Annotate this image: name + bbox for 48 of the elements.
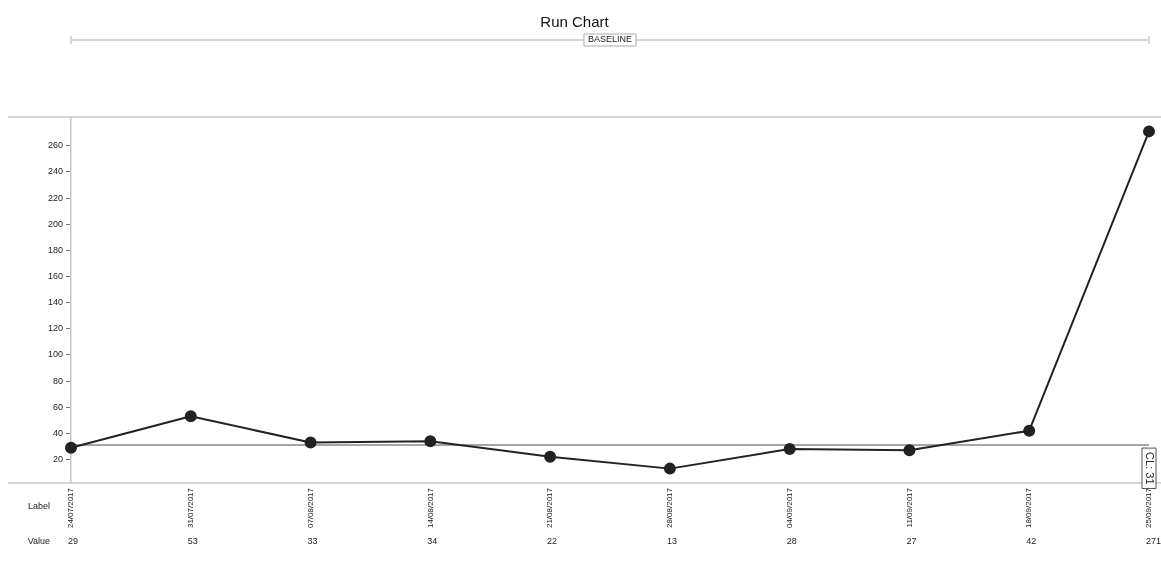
point bbox=[65, 441, 77, 454]
x-tick-label: 28/08/2017 bbox=[665, 487, 675, 529]
data-label: 271 bbox=[1146, 536, 1161, 547]
x-tick-label: 04/09/2017 bbox=[784, 487, 794, 529]
y-tick-label: 160 bbox=[47, 270, 63, 281]
x-tick-label: 24/07/2017 bbox=[66, 487, 76, 529]
point bbox=[663, 462, 676, 475]
ref-line-label: CL: 31 bbox=[1143, 452, 1156, 485]
x-tick-label: 11/09/2017 bbox=[904, 487, 914, 528]
y-tick-label: 40 bbox=[52, 427, 63, 438]
y-tick-label: 260 bbox=[47, 140, 63, 151]
point bbox=[424, 435, 437, 448]
data-label: 34 bbox=[427, 536, 438, 547]
data-label: 53 bbox=[187, 536, 198, 547]
data-label: 28 bbox=[786, 536, 797, 547]
y-tick-label: 80 bbox=[52, 375, 63, 386]
point bbox=[304, 436, 317, 449]
point bbox=[184, 410, 197, 423]
data-label: 29 bbox=[68, 536, 79, 547]
y-tick-label: 120 bbox=[47, 323, 63, 334]
point bbox=[1023, 424, 1036, 437]
data-label: 27 bbox=[906, 536, 917, 547]
data-label: 22 bbox=[547, 536, 558, 547]
y-tick-label: 200 bbox=[47, 218, 63, 229]
x-tick-label: 14/08/2017 bbox=[425, 487, 435, 529]
x-tick-label: 31/07/2017 bbox=[185, 487, 195, 529]
point bbox=[544, 450, 557, 463]
y-tick-label: 140 bbox=[47, 297, 63, 308]
x-tick-label: 18/09/2017 bbox=[1024, 487, 1034, 529]
x-tick-label: 25/09/2017 bbox=[1144, 487, 1154, 529]
text: Value bbox=[27, 536, 50, 547]
point bbox=[1143, 125, 1155, 138]
y-tick-label: 220 bbox=[47, 192, 63, 203]
text: BASELINE bbox=[587, 34, 633, 45]
x-tick-label: 21/08/2017 bbox=[545, 487, 555, 529]
y-tick-label: 240 bbox=[47, 166, 63, 177]
text: Label bbox=[27, 501, 50, 512]
data-label: 13 bbox=[666, 536, 677, 547]
point bbox=[783, 443, 796, 456]
data-label: 42 bbox=[1026, 536, 1037, 547]
chart-title: Run Chart bbox=[540, 13, 610, 31]
x-tick-label: 07/08/2017 bbox=[305, 487, 315, 529]
y-tick-label: 60 bbox=[52, 401, 63, 412]
y-tick-label: 20 bbox=[52, 453, 63, 464]
data-label: 33 bbox=[307, 536, 318, 547]
y-tick-label: 100 bbox=[47, 349, 63, 360]
point bbox=[903, 444, 916, 457]
y-tick-label: 180 bbox=[47, 244, 63, 255]
